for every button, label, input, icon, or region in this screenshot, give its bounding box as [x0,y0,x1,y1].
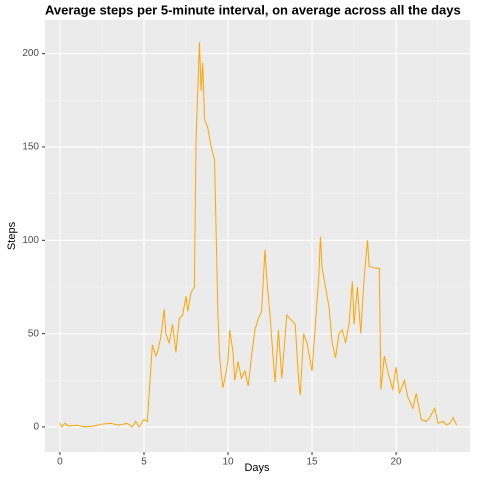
x-tick-label: 10 [222,457,234,468]
y-tick-label: 100 [22,235,39,246]
line [59,42,458,428]
x-tick-label: 5 [141,457,147,468]
x-axis-label: Days [244,462,270,474]
x-tick-label: 20 [390,457,402,468]
panel [45,20,470,452]
y-tick-label: 50 [28,328,40,339]
y-axis-label: Steps [6,221,18,250]
y-tick-label: 200 [22,48,39,59]
chart-title: Average steps per 5-minute interval, on … [45,2,461,17]
x-tick-label: 0 [57,457,63,468]
y-tick-label: 150 [22,142,39,153]
y-tick-label: 0 [33,422,39,433]
x-tick-label: 15 [306,457,318,468]
